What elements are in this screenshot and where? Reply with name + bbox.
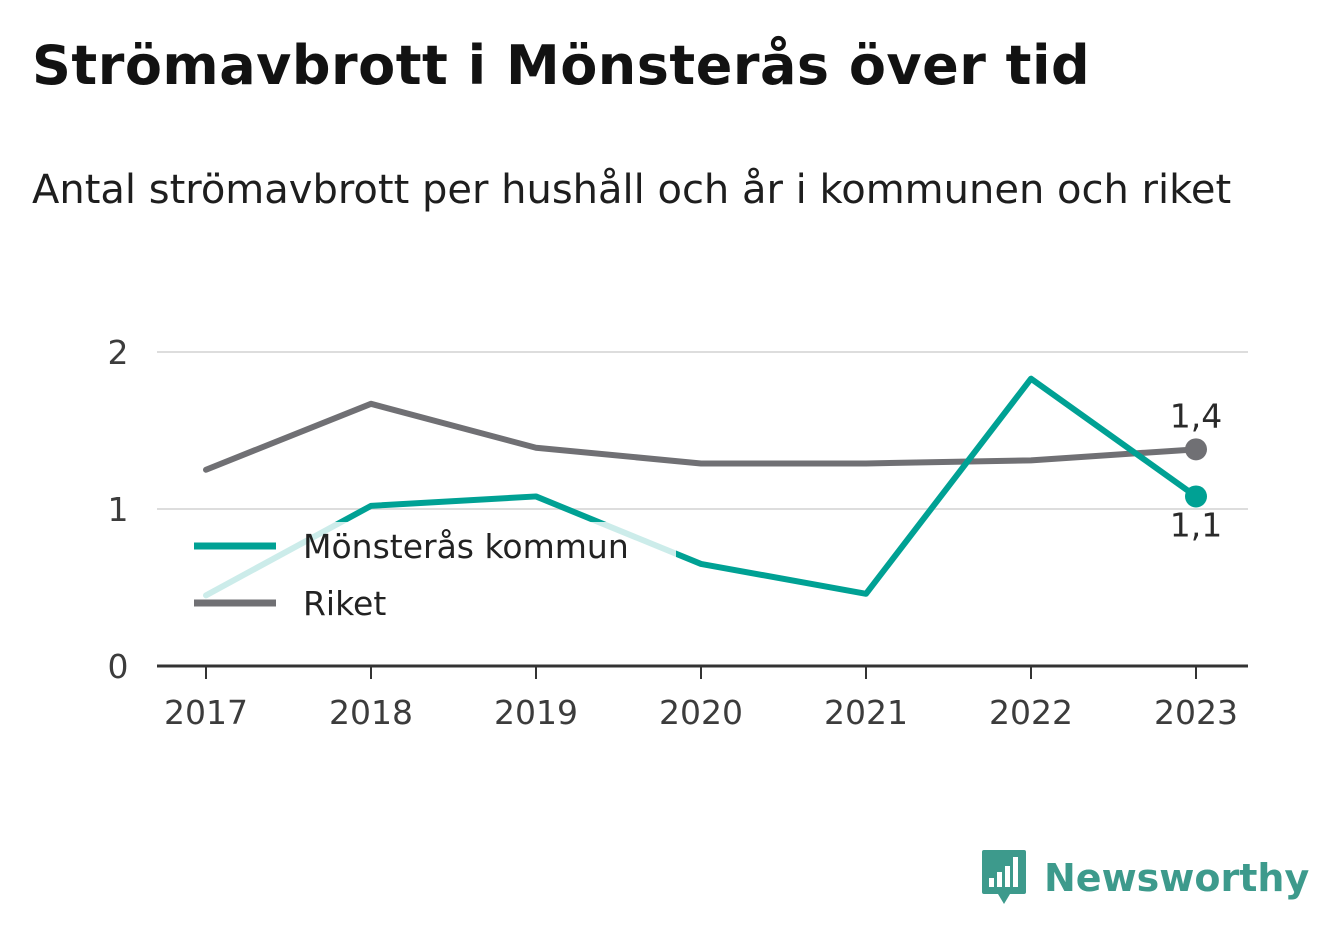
legend-label-kommun: Mönsterås kommun <box>303 527 629 566</box>
brand-name: Newsworthy <box>1044 856 1310 900</box>
end-marker-riket <box>1185 438 1207 461</box>
x-tick-label-2017: 2017 <box>164 693 248 732</box>
legend: Mönsterås kommun Riket <box>188 522 676 626</box>
newsworthy-logo-icon <box>982 850 1026 904</box>
series-line-kommun <box>203 375 1199 599</box>
x-tick-label-2020: 2020 <box>659 693 743 732</box>
end-marker-kommun <box>1185 485 1207 508</box>
legend-background <box>188 522 676 626</box>
chart-title: Strömavbrott i Mönsterås över tid <box>32 34 1091 97</box>
x-tick-label-2018: 2018 <box>329 693 413 732</box>
x-tick-label-2021: 2021 <box>824 693 908 732</box>
x-tick-label-2022: 2022 <box>989 693 1073 732</box>
y-tick-label-0: 0 <box>108 647 129 686</box>
end-label-kommun: 1,1 <box>1170 505 1222 544</box>
brand: Newsworthy <box>980 848 1309 908</box>
y-tick-label-1: 1 <box>108 490 129 529</box>
y-tick-label-2: 2 <box>108 333 129 372</box>
chart-subtitle: Antal strömavbrott per hushåll och år i … <box>32 167 1232 213</box>
legend-label-riket: Riket <box>303 584 386 623</box>
x-tick-label-2019: 2019 <box>494 693 578 732</box>
series-line-riket <box>203 400 1199 473</box>
end-label-riket: 1,4 <box>1170 396 1222 435</box>
x-tick-label-2023: 2023 <box>1154 693 1238 732</box>
